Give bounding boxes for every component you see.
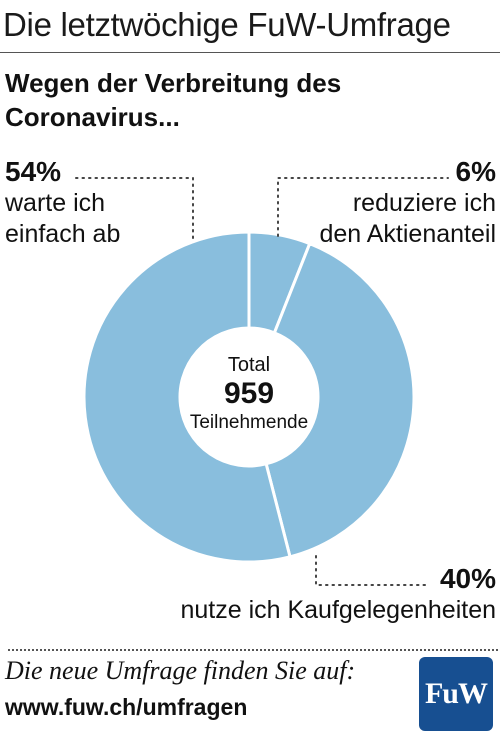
slice-pct-40: 40%: [439, 563, 496, 594]
slice-text-6-line2: den Aktienanteil: [319, 220, 496, 248]
footer-divider: [8, 649, 498, 651]
header-divider: [0, 52, 500, 53]
slice-text-6-line1: reduziere ich: [352, 189, 496, 217]
slice-text-54-line2: einfach ab: [5, 220, 121, 248]
slice-label-6: 6% reduziere ich den Aktienanteil: [319, 156, 496, 250]
donut-slices: [82, 230, 416, 564]
slice-label-40: 40% nutze ich Kaufgelegenheiten: [180, 563, 496, 626]
footer-url-link[interactable]: www.fuw.ch/umfragen: [5, 694, 248, 720]
leader-line-6: [277, 177, 449, 237]
slice-label-54: 54% warte ich einfach ab: [5, 156, 120, 250]
page-title: Die letztwöchige FuW-Umfrage: [3, 6, 451, 43]
leader-line-40: [315, 555, 429, 586]
slice-pct-54: 54%: [5, 156, 62, 187]
donut-slice-40: [264, 241, 416, 559]
leader-line-54: [75, 177, 194, 239]
center-total-value: 959: [224, 377, 274, 410]
center-label-bottom: Teilnehmende: [190, 412, 308, 433]
footer-note: Die neue Umfrage finden Sie auf:: [5, 656, 356, 685]
chart-subtitle: Wegen der Verbreitung des Coronavirus...: [5, 66, 341, 134]
fuw-logo-text: FuW: [424, 677, 488, 710]
subtitle-line-2: Coronavirus...: [5, 102, 180, 132]
slice-pct-6: 6%: [455, 156, 496, 187]
subtitle-line-1: Wegen der Verbreitung des: [5, 68, 342, 98]
slice-text-40-line1: nutze ich Kaufgelegenheiten: [180, 596, 496, 624]
donut-slice-54: [82, 230, 292, 564]
slice-text-54-line1: warte ich: [5, 189, 106, 217]
center-label-top: Total: [228, 354, 270, 376]
fuw-logo: FuW: [419, 657, 493, 731]
